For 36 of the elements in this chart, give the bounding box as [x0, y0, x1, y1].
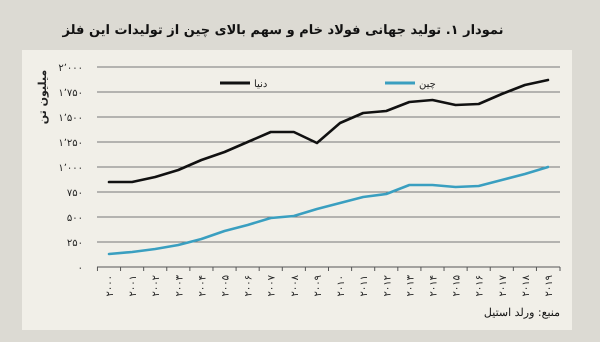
- chart-title: نمودار ۱. تولید جهانی فولاد خام و سهم بالای چین از تولیدات این فلز: [62, 23, 504, 38]
- y-tick-label: ۷۵۰: [66, 188, 83, 199]
- x-tick-label: ۲۰۱۸: [520, 274, 532, 296]
- y-tick-label: ۰: [78, 263, 83, 274]
- x-tick-label: ۲۰۰۰: [105, 275, 116, 296]
- y-axis-title: میلیون تن: [36, 70, 49, 124]
- line-series: [108, 166, 550, 256]
- x-tick-label: ۲۰۰۷: [266, 274, 278, 296]
- x-tick-label: ۲۰۰۲: [151, 275, 162, 296]
- legend-label: چین: [419, 79, 436, 90]
- x-tick-label: ۲۰۱۲: [382, 275, 394, 296]
- y-tick-label: ۲۵۰: [66, 238, 83, 249]
- x-tick-label: ۲۰۰۱: [128, 275, 140, 296]
- y-tick-label: ۱٬۷۵۰: [58, 88, 83, 99]
- x-tick-label: ۲۰۱۵: [452, 275, 463, 296]
- y-tick-label: ۱٬۰۰۰: [58, 163, 83, 174]
- x-tick-label: ۲۰۱۷: [498, 274, 509, 296]
- y-tick-label: ۲٬۰۰۰: [58, 63, 83, 74]
- x-tick-label: ۲۰۱۰: [336, 275, 348, 296]
- x-tick-label: ۲۰۰۹: [312, 275, 324, 296]
- x-tick-label: ۲۰۱۹: [544, 275, 555, 296]
- y-tick-label: ۱٬۲۵۰: [58, 138, 83, 149]
- y-tick-label: ۱٬۵۰۰: [58, 113, 83, 124]
- y-tick-label: ۵۰۰: [66, 213, 83, 224]
- x-tick-label: ۲۰۰۶: [244, 275, 255, 296]
- x-tick-label: ۲۰۰۸: [290, 274, 301, 296]
- x-tick-label: ۲۰۱۱: [359, 275, 370, 296]
- x-tick-label: ۲۰۱۴: [428, 275, 440, 296]
- legend-label: دنیا: [254, 79, 268, 90]
- x-tick-label: ۲۰۰۴: [197, 275, 208, 296]
- x-tick-label: ۲۰۰۵: [220, 275, 232, 296]
- x-tick-label: ۲۰۰۳: [174, 274, 186, 296]
- x-tick-label: ۲۰۱۳: [405, 274, 416, 296]
- text: منبع: ورلد استیل: [484, 306, 560, 319]
- line-series: [108, 78, 550, 184]
- x-tick-label: ۲۰۱۶: [474, 275, 486, 296]
